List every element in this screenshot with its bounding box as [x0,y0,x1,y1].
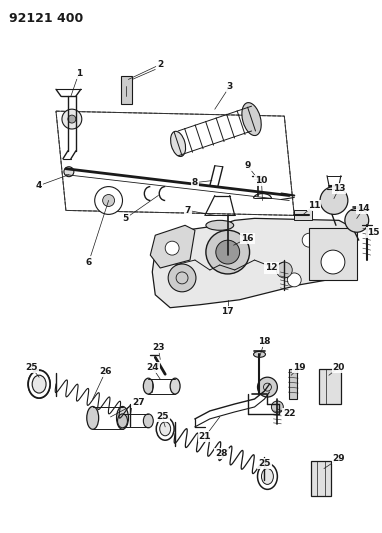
Circle shape [302,233,316,247]
Bar [294,211,312,220]
Ellipse shape [242,103,261,135]
Text: 25: 25 [25,363,37,372]
Circle shape [257,377,277,397]
Circle shape [330,248,344,262]
Circle shape [103,195,115,206]
Circle shape [345,208,369,232]
Text: 27: 27 [132,398,145,407]
Text: 21: 21 [199,432,211,441]
Circle shape [320,187,348,214]
Text: 9: 9 [244,161,251,170]
Bar [319,369,341,404]
Ellipse shape [170,378,180,394]
Text: 29: 29 [333,454,345,463]
Text: 25: 25 [156,413,168,422]
Ellipse shape [143,378,153,394]
Circle shape [321,250,345,274]
Circle shape [95,187,123,214]
Text: 26: 26 [99,367,112,376]
Polygon shape [152,219,357,308]
Text: 1: 1 [76,69,82,78]
Text: 25: 25 [258,459,271,468]
Text: 13: 13 [333,184,345,193]
Text: 19: 19 [293,363,306,372]
Ellipse shape [143,414,153,428]
Circle shape [287,273,301,287]
Bar [311,461,331,496]
Circle shape [168,264,196,292]
Ellipse shape [171,131,186,157]
Ellipse shape [118,414,128,428]
Text: 16: 16 [241,233,254,243]
Ellipse shape [156,417,174,440]
Text: 7: 7 [185,206,191,215]
Text: 17: 17 [222,307,234,316]
Polygon shape [150,225,195,268]
Circle shape [206,230,249,274]
Ellipse shape [257,464,277,489]
Circle shape [68,115,76,123]
Ellipse shape [206,220,234,230]
Bar [120,76,133,104]
Text: 11: 11 [308,201,320,210]
Text: 10: 10 [255,176,268,185]
Text: 3: 3 [227,82,233,91]
Text: 92121 400: 92121 400 [9,12,84,25]
Text: 2: 2 [157,60,163,69]
Ellipse shape [32,375,46,393]
Text: 6: 6 [86,257,92,266]
Text: 4: 4 [36,181,42,190]
Circle shape [64,167,74,176]
Text: 14: 14 [358,204,370,213]
Text: 8: 8 [192,178,198,187]
Ellipse shape [28,370,50,398]
Text: 20: 20 [333,363,345,372]
Circle shape [62,109,82,129]
Text: 22: 22 [283,409,296,418]
Ellipse shape [160,422,171,436]
Circle shape [165,241,179,255]
Circle shape [271,401,283,413]
Text: 24: 24 [146,363,159,372]
Text: 15: 15 [367,228,380,237]
Text: 23: 23 [152,343,165,352]
Ellipse shape [254,351,265,357]
Bar [289,369,297,399]
Ellipse shape [28,370,50,398]
Ellipse shape [32,375,46,393]
Text: 5: 5 [122,214,129,223]
Ellipse shape [117,407,128,429]
Circle shape [216,240,240,264]
Ellipse shape [87,407,99,429]
Circle shape [276,262,292,278]
Text: 28: 28 [215,449,228,458]
Text: 12: 12 [265,263,278,272]
Ellipse shape [262,469,274,484]
Text: 18: 18 [258,337,271,346]
Bar [309,228,357,280]
